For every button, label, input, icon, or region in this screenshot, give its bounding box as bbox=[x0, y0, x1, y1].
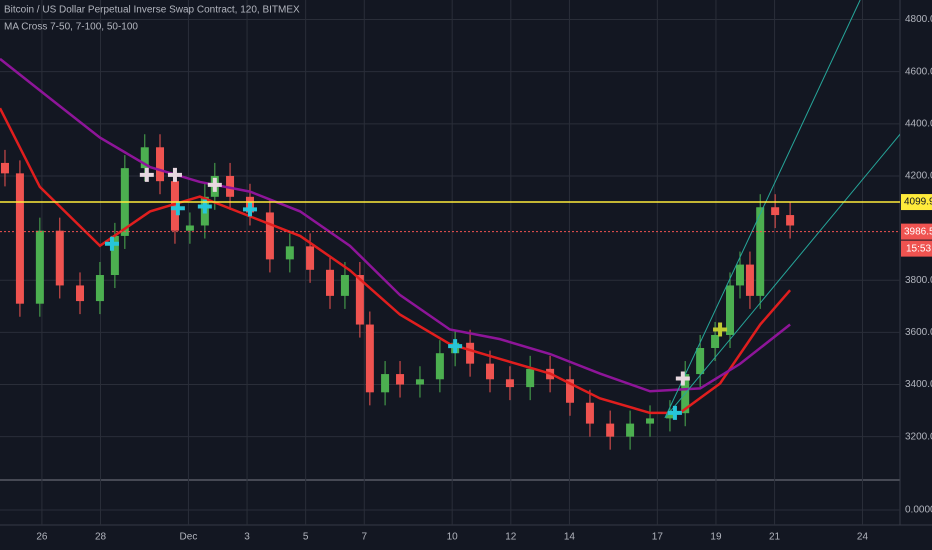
x-tick-label: 5 bbox=[303, 532, 309, 543]
moving-average-line bbox=[0, 107, 792, 415]
y-tick-label: 4200.0 bbox=[905, 171, 932, 182]
cross-marker bbox=[242, 202, 257, 217]
x-tick-label: 26 bbox=[36, 532, 48, 543]
candle-body bbox=[505, 379, 514, 388]
cross-marker bbox=[667, 405, 682, 420]
x-tick-label: 12 bbox=[505, 532, 517, 543]
candle-body bbox=[526, 368, 535, 388]
candle-body bbox=[735, 264, 744, 286]
candle-body bbox=[696, 348, 705, 375]
candle-body bbox=[15, 173, 24, 304]
candle-body bbox=[226, 175, 235, 197]
trend-line bbox=[664, 133, 900, 419]
x-tick-label: 24 bbox=[857, 532, 869, 543]
cross-marker bbox=[713, 322, 728, 337]
candle-body bbox=[265, 212, 274, 260]
candle-body bbox=[95, 275, 104, 302]
cross-marker bbox=[448, 339, 463, 354]
candle-body bbox=[140, 147, 149, 169]
x-tick-label: 28 bbox=[95, 532, 107, 543]
chart-title: Bitcoin / US Dollar Perpetual Inverse Sw… bbox=[4, 5, 300, 16]
y-tick-label: 3400.0 bbox=[905, 379, 932, 390]
candle-body bbox=[606, 423, 615, 437]
cross-marker bbox=[170, 201, 185, 216]
candle-body bbox=[156, 147, 165, 182]
candle-body bbox=[285, 246, 294, 260]
moving-average-line bbox=[0, 57, 791, 393]
candle-body bbox=[646, 418, 655, 424]
y-tick-label: 4600.0 bbox=[905, 66, 932, 77]
cross-marker bbox=[104, 236, 119, 251]
candle-body bbox=[745, 264, 754, 296]
candle-body bbox=[756, 207, 765, 296]
candle-body bbox=[486, 363, 495, 380]
candle-body bbox=[35, 230, 44, 304]
x-tick-label: 19 bbox=[710, 532, 722, 543]
candle-body bbox=[0, 162, 9, 174]
candle-body bbox=[711, 334, 720, 349]
lower-y-tick-label: 0.0000 bbox=[905, 505, 932, 516]
candle-body bbox=[170, 181, 179, 231]
candle-body bbox=[325, 269, 334, 296]
x-tick-label: 3 bbox=[244, 532, 250, 543]
price-label-box bbox=[901, 223, 932, 240]
price-label: 4099.9 bbox=[904, 197, 932, 208]
candle-body bbox=[626, 423, 635, 437]
candle-body bbox=[381, 374, 390, 393]
x-tick-label: Dec bbox=[180, 532, 198, 543]
candle-body bbox=[76, 285, 85, 302]
price-label-box bbox=[901, 194, 932, 211]
x-tick-label: 7 bbox=[361, 532, 367, 543]
x-tick-label: 14 bbox=[564, 532, 576, 543]
countdown-label: 15:53 bbox=[906, 243, 931, 254]
candle-body bbox=[396, 374, 405, 385]
candle-body bbox=[55, 230, 64, 286]
candle-body bbox=[306, 246, 315, 270]
y-tick-label: 4800.0 bbox=[905, 14, 932, 25]
chart-subtitle: MA Cross 7-50, 7-100, 50-100 bbox=[4, 22, 138, 33]
candle-body bbox=[665, 413, 674, 419]
cross-marker bbox=[139, 167, 154, 182]
candle-body bbox=[786, 215, 795, 226]
countdown-box bbox=[901, 240, 932, 257]
candle-body bbox=[585, 402, 594, 424]
candle-body bbox=[355, 275, 364, 325]
candle-body bbox=[566, 379, 575, 403]
y-tick-label: 3600.0 bbox=[905, 327, 932, 338]
candle-body bbox=[185, 225, 194, 231]
candle-body bbox=[415, 379, 424, 385]
y-tick-label: 3200.0 bbox=[905, 431, 932, 442]
trend-line bbox=[664, 0, 861, 419]
x-tick-label: 10 bbox=[447, 532, 459, 543]
candle-body bbox=[435, 353, 444, 380]
candle-body bbox=[726, 285, 735, 335]
price-label: 3986.5 bbox=[904, 226, 932, 237]
x-tick-label: 17 bbox=[652, 532, 664, 543]
candle-body bbox=[365, 324, 374, 393]
candle-body bbox=[771, 207, 780, 216]
cross-marker bbox=[675, 371, 690, 386]
y-tick-label: 4400.0 bbox=[905, 118, 932, 129]
cross-marker bbox=[207, 177, 222, 192]
candle-body bbox=[110, 235, 119, 276]
candle-body bbox=[466, 342, 475, 364]
y-tick-label: 3800.0 bbox=[905, 275, 932, 286]
candle-body bbox=[340, 275, 349, 296]
cross-marker bbox=[167, 167, 182, 182]
x-tick-label: 21 bbox=[769, 532, 781, 543]
